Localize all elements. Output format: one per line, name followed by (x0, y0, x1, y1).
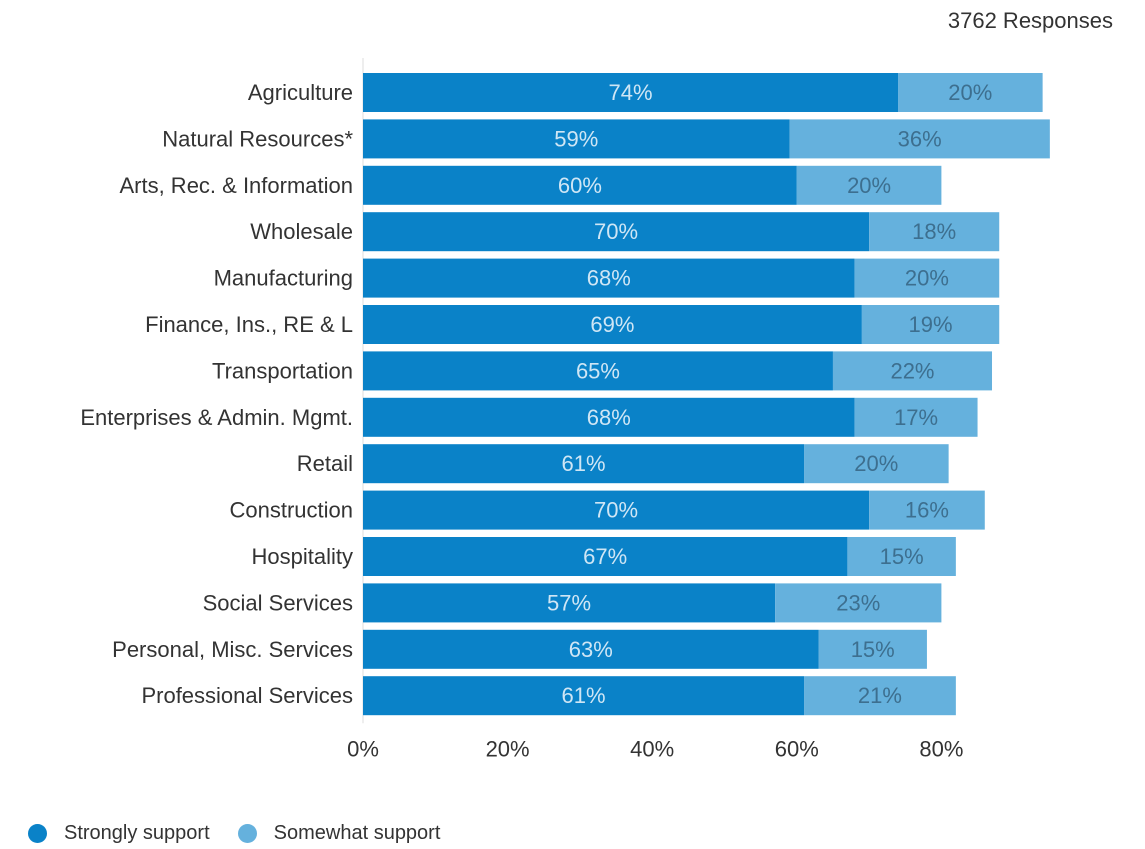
bar-somewhat-support (796, 165, 942, 205)
data-label-somewhat: 22% (890, 358, 934, 383)
bar-somewhat-support (818, 629, 927, 669)
bar-strongly-support (363, 351, 833, 391)
data-label-strongly: 63% (569, 637, 613, 662)
bar-strongly-support (363, 397, 855, 437)
category-label: Construction (229, 498, 353, 523)
data-label-somewhat: 15% (851, 637, 895, 662)
bar-strongly-support (363, 212, 870, 252)
category-label: Natural Resources* (162, 126, 353, 151)
bar-strongly-support (363, 490, 870, 530)
data-label-strongly: 74% (608, 80, 652, 105)
category-label: Agriculture (248, 80, 353, 105)
bar-somewhat-support (869, 490, 985, 530)
bar-somewhat-support (789, 119, 1050, 159)
bar-strongly-support (363, 444, 805, 484)
category-label: Transportation (212, 358, 353, 383)
legend-swatch-somewhat (237, 824, 257, 843)
data-label-strongly: 68% (587, 266, 631, 291)
x-tick-label: 60% (775, 737, 819, 762)
x-tick-label: 0% (347, 737, 379, 762)
legend-label-strongly: Strongly support (64, 822, 210, 844)
bar-somewhat-support (869, 212, 1000, 252)
category-label: Personal, Misc. Services (112, 637, 353, 662)
data-label-somewhat: 20% (847, 173, 891, 198)
bar-strongly-support (363, 73, 899, 112)
data-label-somewhat: 17% (894, 405, 938, 430)
category-label: Hospitality (252, 544, 353, 569)
stacked-bar-chart: Agriculture 74% 20% Natural Resources* 59% 36… (80, 58, 1050, 762)
data-label-strongly: 59% (554, 126, 598, 151)
x-tick-label: 40% (630, 737, 674, 762)
data-label-somewhat: 20% (905, 266, 949, 291)
data-label-strongly: 69% (590, 312, 634, 337)
data-label-somewhat: 18% (912, 219, 956, 244)
bar-somewhat-support (832, 351, 993, 391)
bar-somewhat-support (775, 583, 942, 623)
legend: Strongly support Somewhat support (28, 822, 468, 845)
data-label-somewhat: 16% (905, 498, 949, 523)
data-label-strongly: 60% (558, 173, 602, 198)
bar-strongly-support (363, 119, 790, 159)
data-label-somewhat: 19% (909, 312, 953, 337)
bar-strongly-support (363, 537, 848, 576)
legend-label-somewhat: Somewhat support (273, 822, 441, 844)
data-label-somewhat: 20% (948, 80, 992, 105)
category-label: Finance, Ins., RE & L (145, 312, 353, 337)
data-label-strongly: 68% (587, 405, 631, 430)
data-label-strongly: 61% (561, 683, 605, 708)
bar-somewhat-support (847, 537, 956, 576)
data-label-strongly: 57% (547, 590, 591, 615)
legend-item-somewhat[interactable]: Somewhat support (237, 822, 441, 845)
bar-somewhat-support (804, 676, 956, 716)
category-label: Professional Services (141, 683, 353, 708)
data-label-strongly: 65% (576, 358, 620, 383)
data-label-somewhat: 20% (854, 451, 898, 476)
category-label: Social Services (203, 590, 353, 615)
category-label: Arts, Rec. & Information (119, 173, 353, 198)
legend-swatch-strongly (28, 824, 47, 843)
data-label-somewhat: 23% (836, 590, 880, 615)
data-label-somewhat: 15% (880, 544, 924, 569)
category-label: Manufacturing (214, 266, 353, 291)
bar-somewhat-support (854, 397, 978, 437)
data-label-somewhat: 21% (858, 683, 902, 708)
category-label: Retail (297, 451, 353, 476)
bar-somewhat-support (861, 305, 1000, 344)
data-label-strongly: 70% (594, 498, 638, 523)
legend-item-strongly[interactable]: Strongly support (28, 822, 210, 845)
category-label: Enterprises & Admin. Mgmt. (80, 405, 353, 430)
data-label-strongly: 70% (594, 219, 638, 244)
responses-count: 3762 Responses (947, 8, 1113, 33)
bar-strongly-support (363, 305, 862, 344)
bar-strongly-support (363, 258, 855, 298)
x-tick-label: 80% (919, 737, 963, 762)
data-label-strongly: 61% (561, 451, 605, 476)
bar-somewhat-support (898, 73, 1043, 112)
x-tick-label: 20% (486, 737, 530, 762)
category-label: Wholesale (250, 219, 353, 244)
bar-strongly-support (363, 583, 776, 623)
bar-strongly-support (363, 629, 819, 669)
data-label-strongly: 67% (583, 544, 627, 569)
bar-strongly-support (363, 676, 805, 716)
bar-somewhat-support (804, 444, 949, 484)
bar-strongly-support (363, 165, 797, 205)
bar-somewhat-support (854, 258, 1000, 298)
data-label-somewhat: 36% (898, 126, 942, 151)
